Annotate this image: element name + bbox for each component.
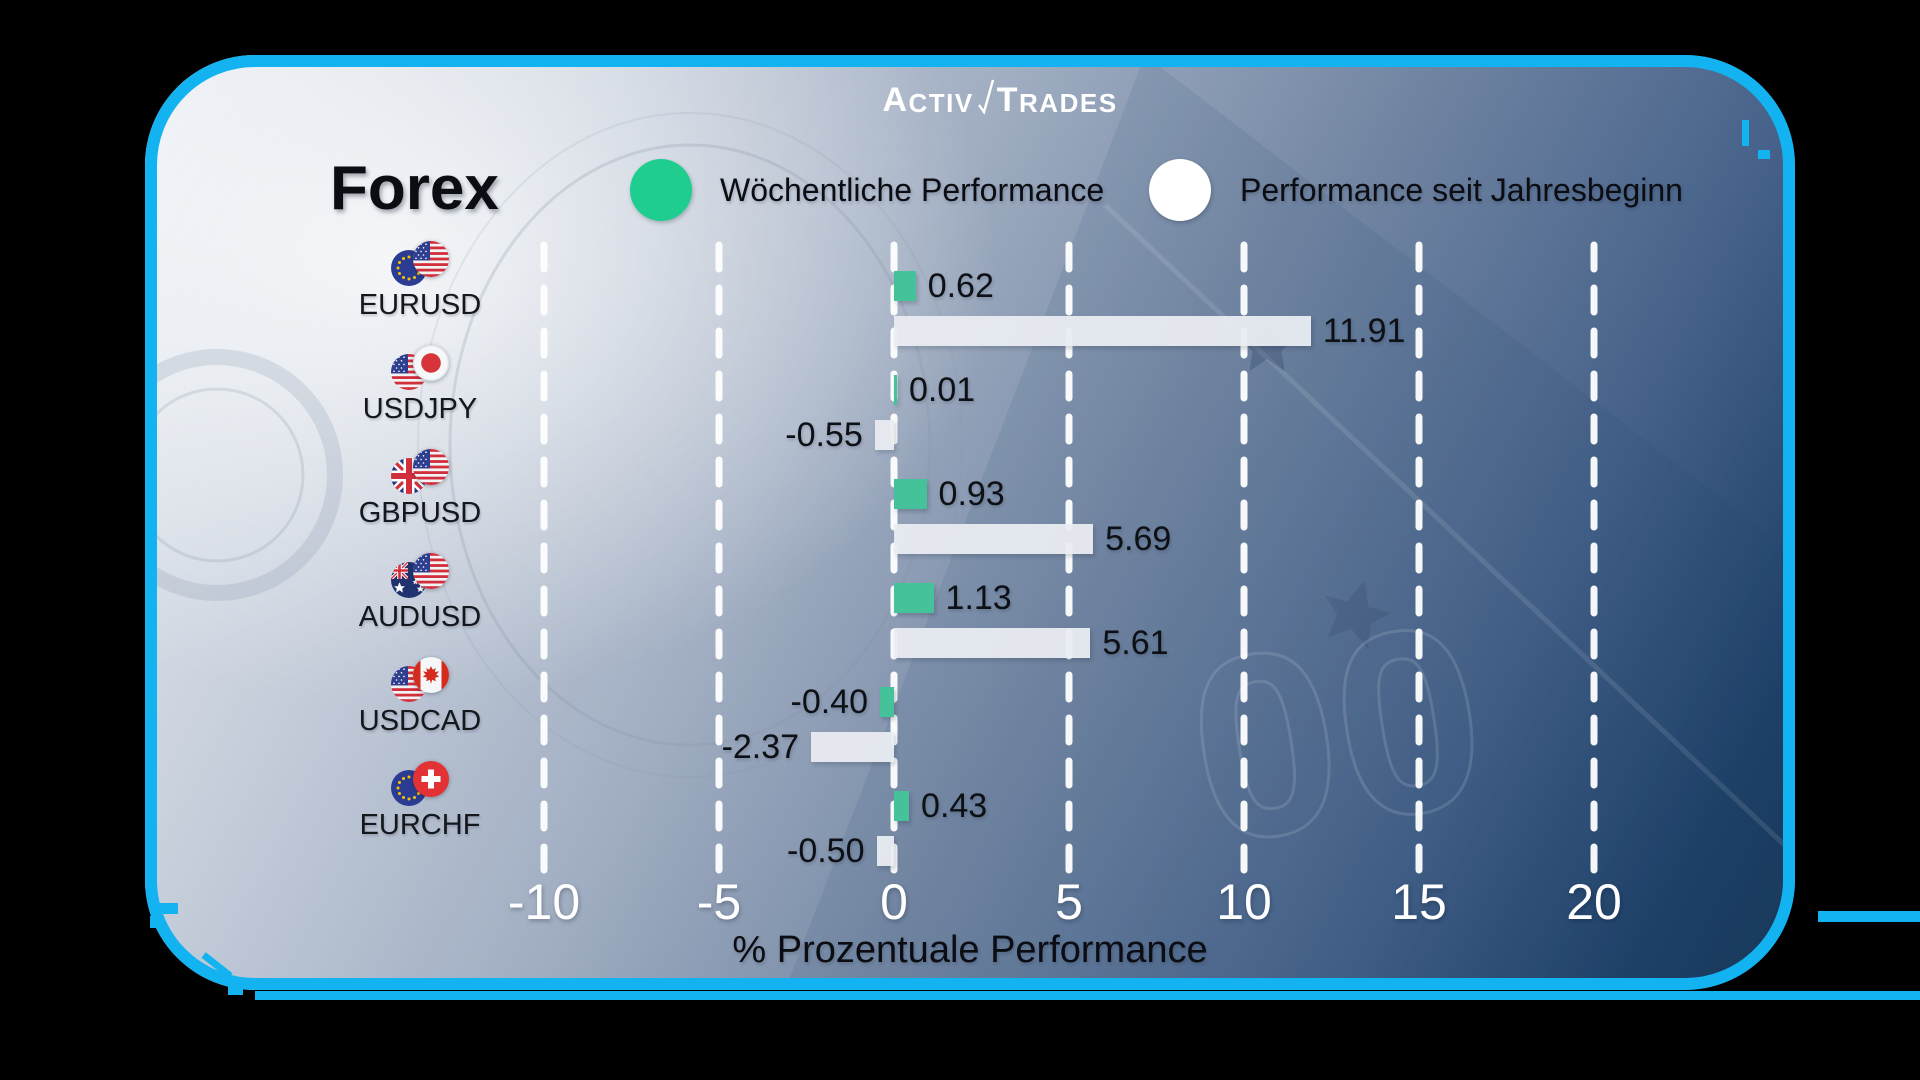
x-tick-label: 10: [1216, 874, 1272, 930]
flag-pair: [391, 657, 449, 703]
value-label: 0.43: [921, 787, 988, 825]
pair-row-gbpusd: GBPUSD: [295, 449, 545, 530]
pair-row-usdjpy: USDJPY: [295, 345, 545, 426]
value-label: -0.50: [787, 832, 865, 870]
x-tick-label: -5: [696, 874, 742, 930]
usd-flag-icon: [413, 241, 449, 277]
pair-label: EURCHF: [359, 809, 481, 841]
bar-weekly-eurusd: [894, 271, 916, 301]
glitch-streak: [255, 991, 1920, 1000]
chf-flag-icon: [413, 761, 449, 797]
value-label: -0.40: [790, 683, 869, 721]
logo-text: A: [882, 81, 909, 119]
pair-label: USDCAD: [358, 705, 482, 737]
pair-label: USDJPY: [362, 393, 478, 425]
flag-pair: [391, 761, 449, 807]
bar-ytd-eurusd: [894, 316, 1311, 346]
bar-weekly-eurchf: [894, 791, 910, 821]
activtrades-logo: A CTIV T RADES: [800, 77, 1200, 117]
cad-flag-icon: [413, 657, 449, 693]
x-axis-title: % Prozentuale Performance: [732, 929, 1208, 971]
value-label: 0.62: [927, 267, 994, 305]
pair-label: EURUSD: [358, 289, 482, 321]
bar-ytd-usdjpy: [874, 420, 894, 450]
bar-ytd-gbpusd: [894, 524, 1094, 554]
bar-weekly-usdcad: [880, 687, 894, 717]
x-tick-label: 0: [880, 874, 908, 930]
glitch-streak: [1758, 150, 1770, 159]
flag-pair: [391, 449, 449, 495]
bar-weekly-gbpusd: [894, 479, 927, 509]
usd-flag-icon: [413, 553, 449, 589]
bar-weekly-usdjpy: [894, 375, 897, 405]
value-label: 0.93: [938, 475, 1005, 513]
legend-ytd-dot-icon: [1149, 159, 1211, 221]
jpy-flag-icon: [413, 345, 449, 381]
glitch-streak: [1742, 120, 1749, 146]
glitch-streak: [150, 916, 161, 928]
flag-pair: [391, 345, 449, 391]
value-label: -2.37: [721, 728, 800, 766]
x-tick-label: 5: [1055, 874, 1083, 930]
pair-label: AUDUSD: [358, 601, 482, 633]
value-label: 0.01: [909, 371, 976, 409]
x-tick-label: -10: [507, 874, 581, 930]
bar-ytd-audusd: [894, 628, 1091, 658]
aud-flag-icon: [391, 562, 427, 598]
pair-label: GBPUSD: [358, 497, 482, 529]
bar-weekly-audusd: [894, 583, 934, 613]
legend-weekly-dot-icon: [630, 159, 692, 221]
bar-ytd-usdcad: [811, 732, 894, 762]
pair-row-audusd: AUDUSD: [295, 553, 545, 634]
x-tick-label: 15: [1391, 874, 1447, 930]
flag-pair: [391, 553, 449, 599]
legend-weekly-label: Wöchentliche Performance: [720, 172, 1105, 208]
legend-ytd-label: Performance seit Jahresbeginn: [1240, 172, 1683, 208]
value-label: 11.91: [1322, 312, 1406, 350]
x-tick-label: 20: [1566, 874, 1622, 930]
pair-row-eurchf: EURCHF: [295, 761, 545, 842]
value-label: -0.55: [785, 416, 863, 454]
logo-check-icon: [977, 79, 994, 115]
glitch-streak: [1818, 911, 1920, 922]
page-title: Forex: [330, 154, 499, 223]
flag-pair: [391, 241, 449, 287]
usd-flag-icon: [413, 449, 449, 485]
chart-card: 00 A CTIV T RADES Forex Wöchentliche Perfor…: [145, 55, 1795, 990]
bar-ytd-eurchf: [876, 836, 894, 866]
value-label: 1.13: [945, 579, 1012, 617]
glitch-streak: [228, 982, 243, 995]
pair-row-eurusd: EURUSD: [295, 241, 545, 322]
value-label: 5.69: [1105, 520, 1172, 558]
glitch-streak: [150, 903, 178, 914]
pair-row-usdcad: USDCAD: [295, 657, 545, 738]
value-label: 5.61: [1102, 624, 1169, 662]
